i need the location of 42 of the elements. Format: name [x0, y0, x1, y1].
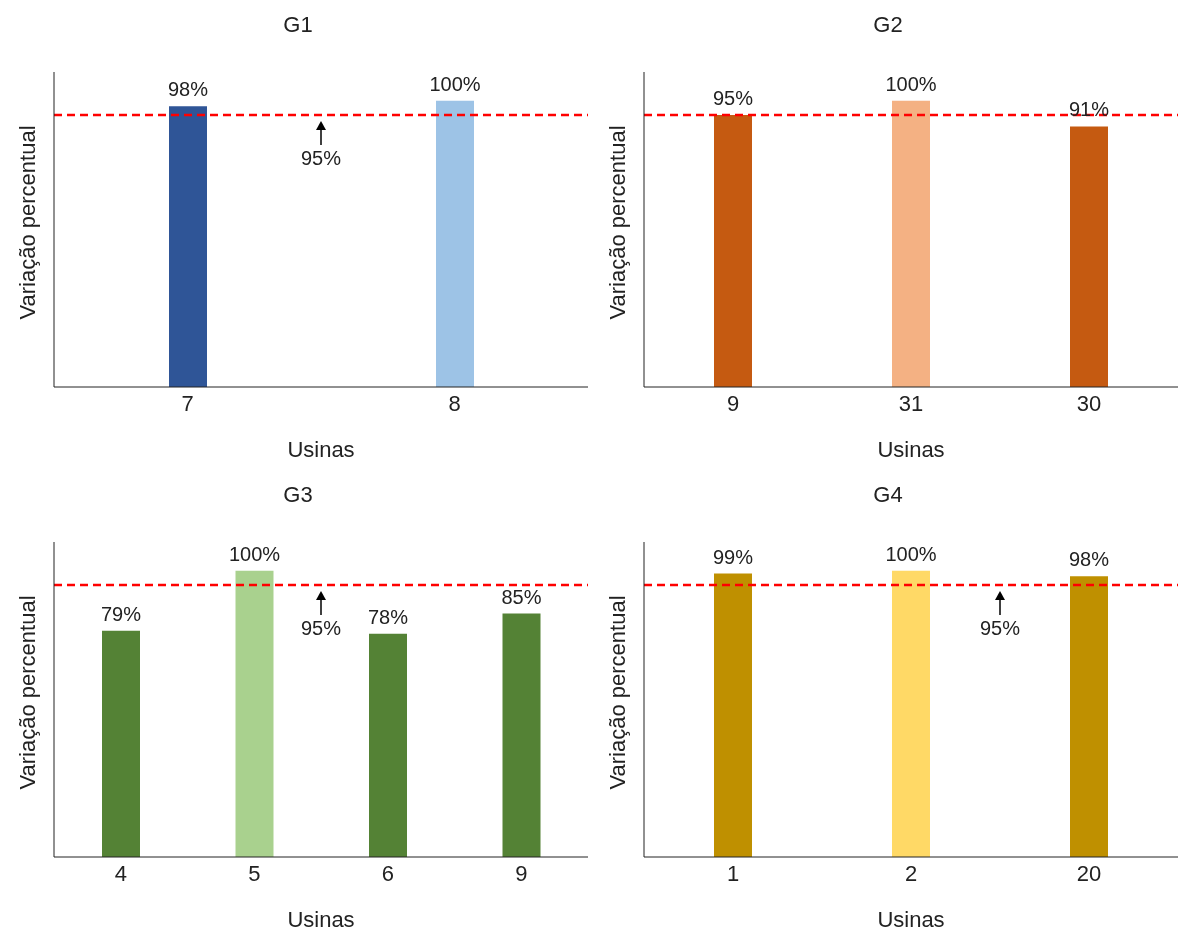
- x-axis-title: Usinas: [287, 907, 355, 932]
- x-axis-title: Usinas: [877, 907, 945, 932]
- ref-line-label: 95%: [300, 146, 342, 169]
- data-label: 98%: [1068, 548, 1110, 571]
- chart-title: G3: [282, 481, 314, 509]
- bar: [369, 633, 407, 857]
- data-label: 99%: [712, 545, 754, 568]
- x-tick-label: 1: [726, 860, 740, 886]
- data-label: 100%: [885, 542, 937, 565]
- chart-title: G2: [872, 11, 904, 39]
- x-tick-label: 4: [114, 860, 127, 886]
- x-tick-label: 2: [904, 860, 918, 886]
- data-label: 98%: [167, 78, 209, 101]
- x-tick-label: 7: [181, 390, 194, 416]
- y-axis-title: Variação percentual: [14, 125, 40, 320]
- chart-title: G4: [872, 481, 904, 509]
- ref-line-label: 95%: [300, 616, 342, 639]
- x-tick-label: 5: [248, 860, 261, 886]
- data-label: 100%: [228, 542, 281, 565]
- bar: [502, 613, 541, 857]
- x-tick-label: 31: [898, 390, 924, 416]
- x-axis-title: Usinas: [287, 437, 355, 462]
- x-tick-label: 9: [726, 390, 740, 416]
- bar: [102, 630, 140, 857]
- x-tick-label: 30: [1076, 390, 1102, 416]
- data-label: 78%: [367, 605, 409, 628]
- data-label: 79%: [100, 602, 142, 625]
- y-axis-title: Variação percentual: [14, 595, 40, 790]
- y-axis-title: Variação percentual: [604, 125, 630, 320]
- x-axis-title: Usinas: [877, 437, 945, 462]
- bar: [235, 570, 274, 857]
- y-axis-title: Variação percentual: [604, 595, 630, 790]
- data-label: 100%: [429, 72, 481, 95]
- chart-title: G1: [282, 11, 314, 39]
- data-label: 100%: [885, 72, 937, 95]
- data-label: 95%: [712, 86, 754, 109]
- x-tick-label: 20: [1076, 860, 1102, 886]
- data-label: 85%: [501, 585, 542, 608]
- x-tick-label: 6: [381, 860, 394, 886]
- x-tick-label: 9: [515, 860, 528, 886]
- ref-line-label: 95%: [979, 616, 1021, 639]
- x-tick-label: 8: [448, 390, 461, 416]
